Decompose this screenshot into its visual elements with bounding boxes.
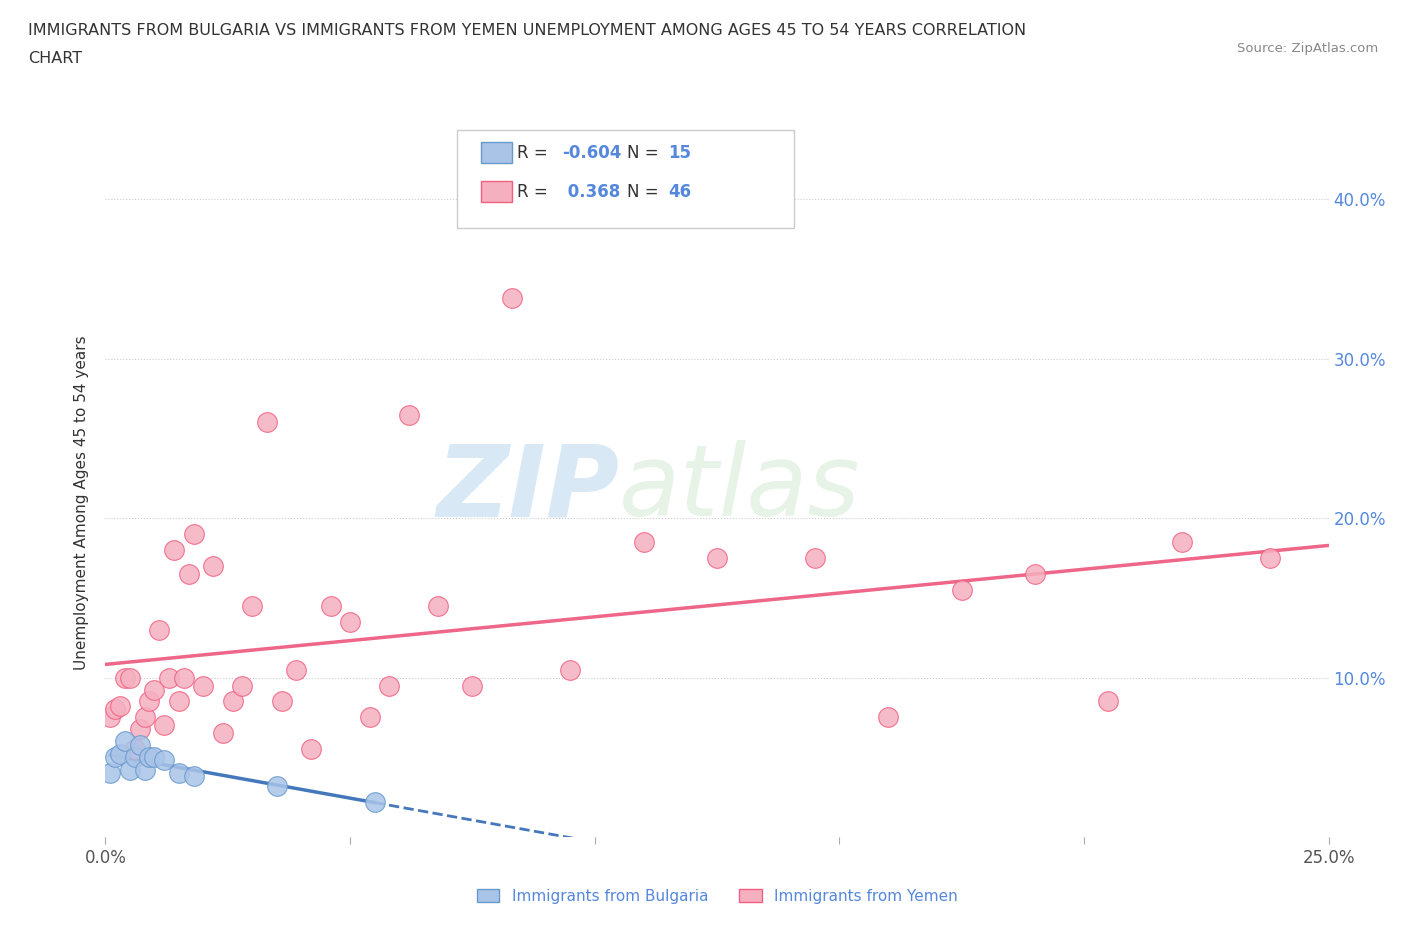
Point [163,542,186,557]
Point [183,526,205,541]
Point [270,694,292,709]
Point [108,747,131,762]
Point [128,737,150,752]
Point [319,598,342,613]
Point [240,598,263,613]
Point [1171,535,1194,550]
Point [118,763,141,777]
Point [173,671,195,685]
Point [398,407,420,422]
Point [877,710,900,724]
Text: ZIP: ZIP [436,440,619,538]
Point [212,726,235,741]
Text: 15: 15 [668,143,690,162]
Point [633,535,655,550]
Point [560,662,582,677]
Point [167,765,190,780]
Point [167,694,190,709]
Point [148,622,170,637]
Point [153,718,176,733]
Point [104,750,127,764]
Text: R =: R = [517,182,554,201]
Point [177,566,200,581]
Text: -0.604: -0.604 [562,143,621,162]
Point [114,734,136,749]
Point [114,671,136,685]
Text: 0.368: 0.368 [562,182,620,201]
Text: 46: 46 [668,182,690,201]
Point [378,678,401,693]
Point [108,698,131,713]
Point [124,742,146,757]
Point [98,710,121,724]
Point [183,769,205,784]
Point [98,765,121,780]
Point [143,750,166,764]
Text: N =: N = [627,143,664,162]
Point [128,721,150,736]
Point [256,415,278,430]
Point [461,678,484,693]
Point [153,753,176,768]
Point [231,678,253,693]
Point [193,678,215,693]
Text: IMMIGRANTS FROM BULGARIA VS IMMIGRANTS FROM YEMEN UNEMPLOYMENT AMONG AGES 45 TO : IMMIGRANTS FROM BULGARIA VS IMMIGRANTS F… [28,23,1026,38]
Point [501,291,523,306]
Point [104,702,127,717]
Text: Source: ZipAtlas.com: Source: ZipAtlas.com [1237,42,1378,55]
Point [134,710,156,724]
Point [143,683,166,698]
Point [339,615,361,630]
Point [804,551,827,565]
Text: CHART: CHART [28,51,82,66]
Point [157,671,180,685]
Text: N =: N = [627,182,664,201]
Text: atlas: atlas [619,440,860,538]
Point [359,710,381,724]
Legend: Immigrants from Bulgaria, Immigrants from Yemen: Immigrants from Bulgaria, Immigrants fro… [471,883,963,910]
Point [363,794,385,809]
Text: R =: R = [517,143,554,162]
Point [1258,551,1281,565]
Point [138,694,160,709]
Point [134,763,156,777]
Point [1024,566,1046,581]
Point [299,742,322,757]
Point [285,662,308,677]
Point [221,694,243,709]
Point [706,551,728,565]
Point [138,750,160,764]
Point [202,559,225,574]
Point [124,750,146,764]
Point [950,582,973,597]
Point [266,778,288,793]
Point [427,598,450,613]
Point [1097,694,1119,709]
Point [118,671,141,685]
Y-axis label: Unemployment Among Ages 45 to 54 years: Unemployment Among Ages 45 to 54 years [75,335,90,670]
